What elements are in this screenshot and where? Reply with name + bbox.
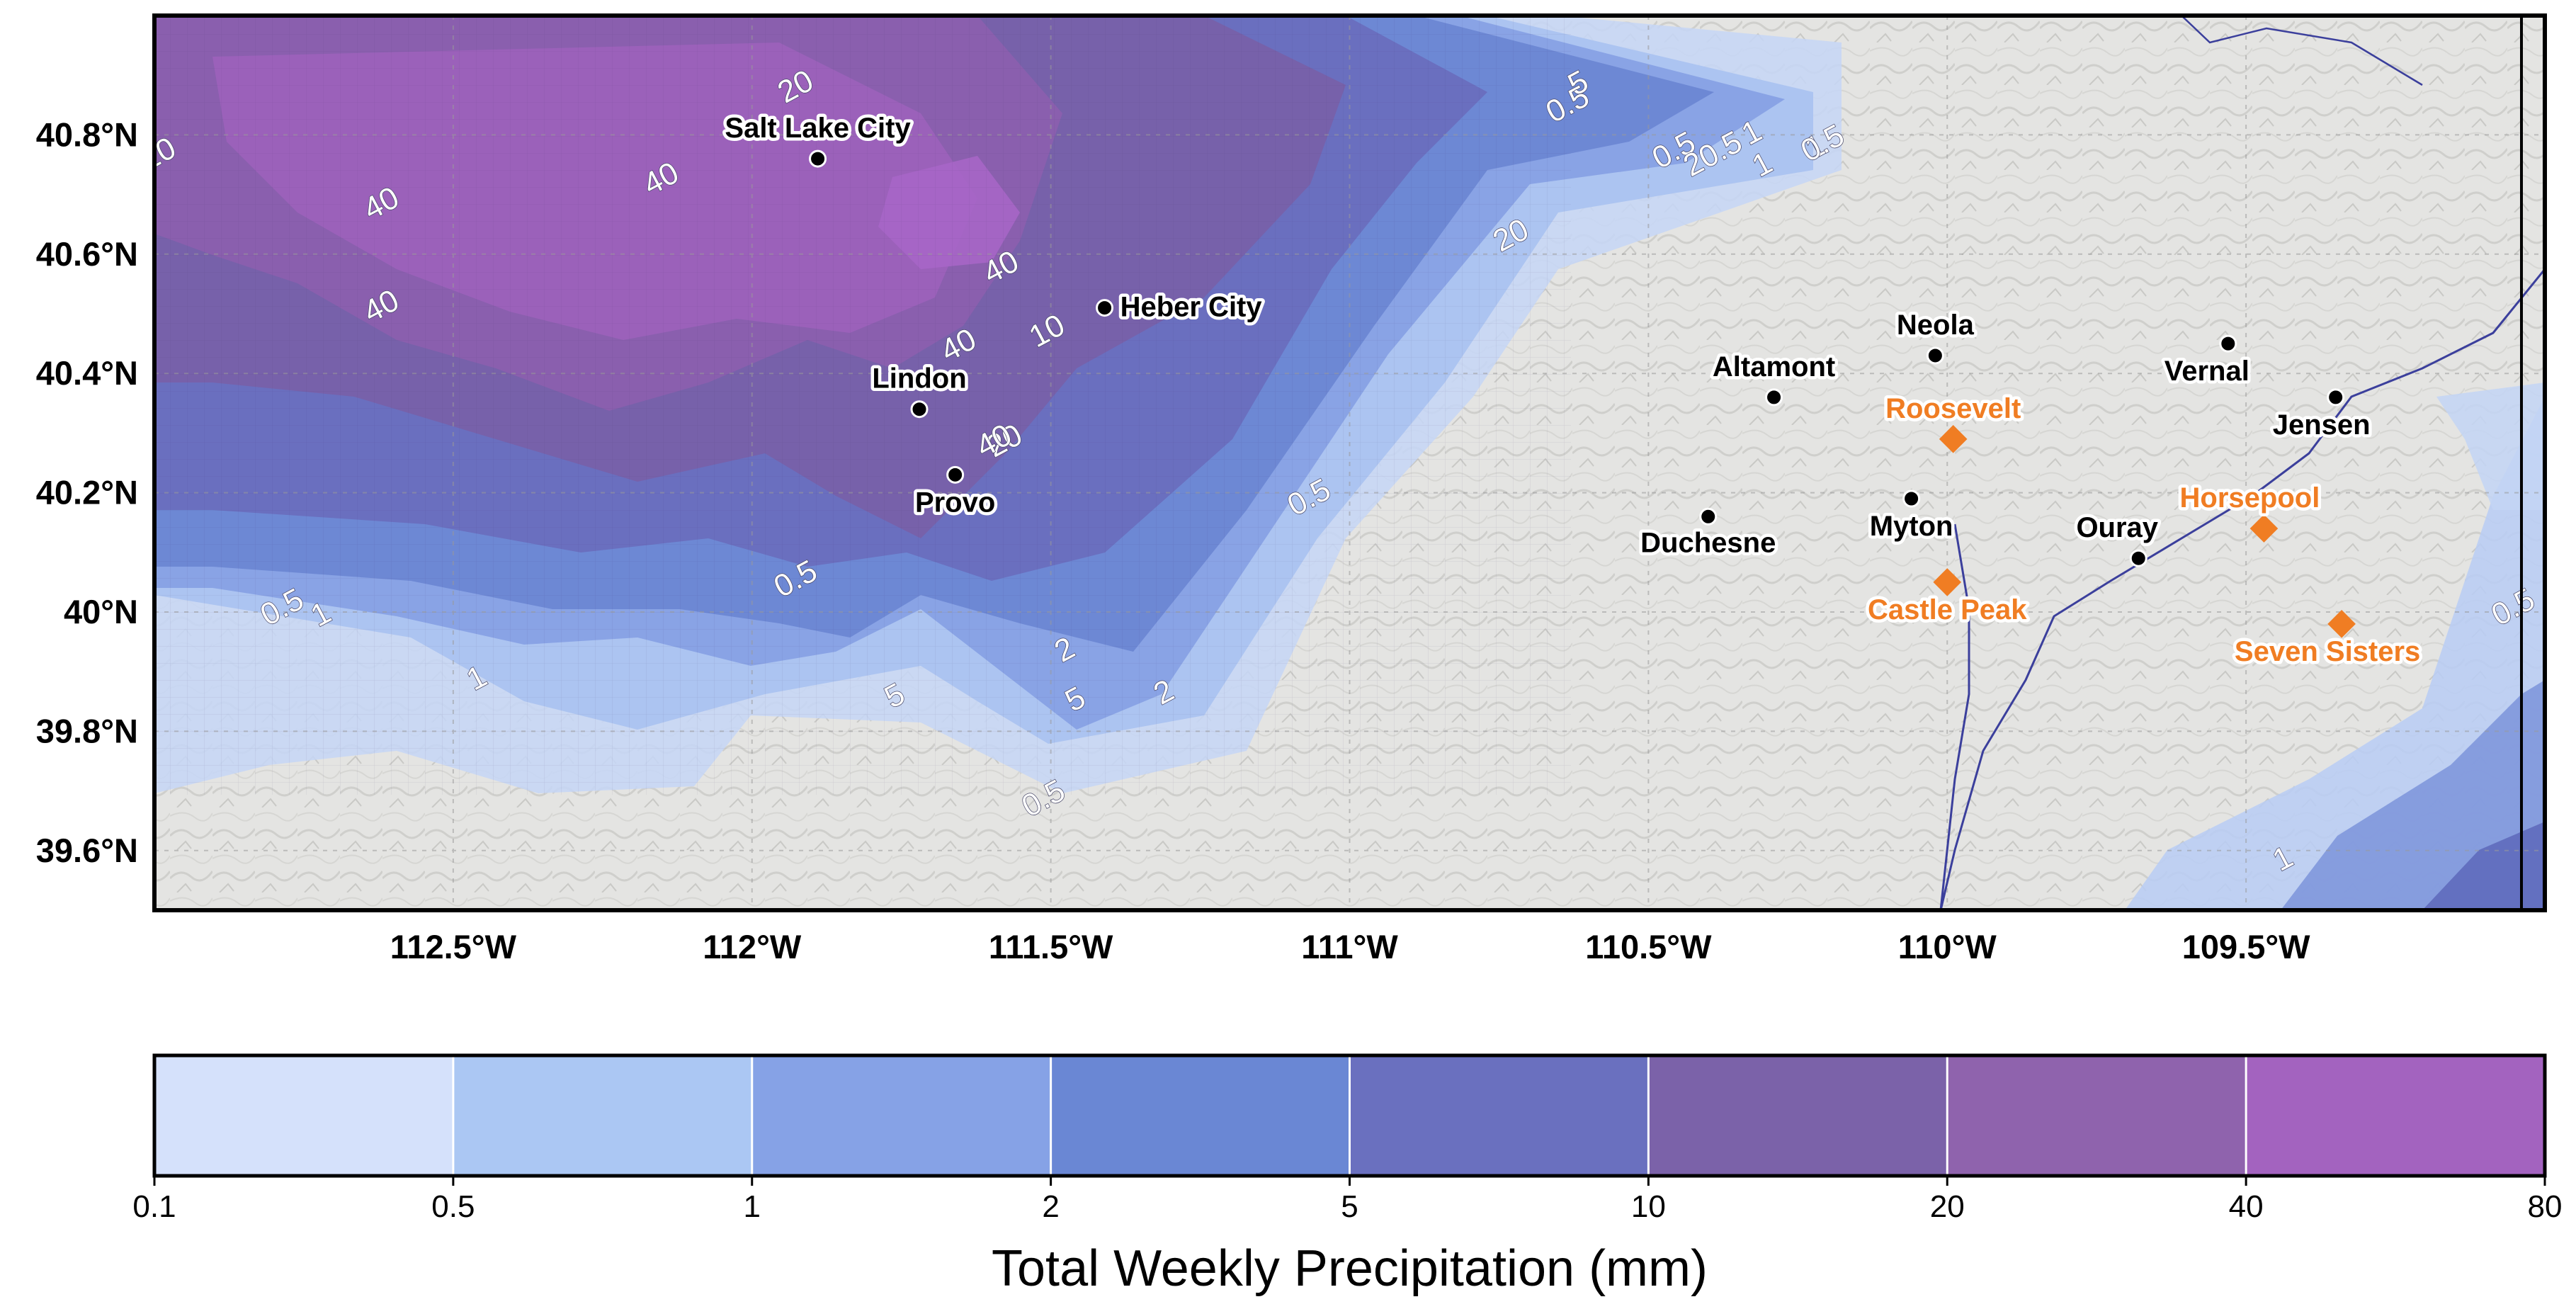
latitude-tick-label: 39.6°N [36, 832, 138, 869]
longitude-tick-label: 111°W [1301, 928, 1398, 965]
colorbar: 0.1 0.5 1 2 5 10 20 40 80 Total Weekly Precipitat… [132, 1053, 2563, 1297]
latitude-tick-label: 40.8°N [36, 115, 138, 153]
city-marker [1902, 489, 1921, 508]
city-label: Vernal [2164, 356, 2249, 387]
city-label: Provo [915, 487, 995, 518]
city-marker [1096, 299, 1114, 317]
city-label: Heber City [1120, 292, 1263, 323]
city-label: Duchesne [1640, 527, 1776, 558]
colorbar-tick-label: 0.1 [132, 1189, 176, 1224]
city-label: Neola [1897, 310, 1975, 341]
colorbar-segment [154, 1055, 453, 1176]
longitude-tick-label: 111.5°W [989, 928, 1113, 965]
longitude-tick-label: 112°W [703, 928, 802, 965]
city-label: Myton [1870, 511, 1953, 542]
longitude-tick-label: 110°W [1898, 928, 1997, 965]
colorbar-tick-label: 40 [2229, 1189, 2264, 1224]
colorbar-segment [1349, 1055, 1649, 1176]
colorbar-tick-label: 1 [744, 1189, 761, 1224]
river-line-2 [1939, 523, 1970, 910]
latitude-tick-label: 39.8°N [36, 712, 138, 749]
city-marker [809, 149, 827, 168]
colorbar-segment [1648, 1055, 1948, 1176]
monitoring-site-label: Castle Peak [1868, 594, 2027, 625]
monitoring-site-marker [2327, 610, 2356, 638]
marker-layer: Salt Lake City Heber City Lindon Provo Neola… [722, 110, 2424, 671]
colorbar-segment [453, 1055, 752, 1176]
grid-hatch-overlay [154, 16, 1571, 795]
city-marker [910, 400, 929, 419]
colorbar-tick-label: 80 [2528, 1189, 2563, 1224]
city-label: Lindon [872, 363, 966, 395]
latitude-tick-label: 40°N [64, 593, 138, 630]
monitoring-site-label: Horsepool [2180, 482, 2320, 514]
map-gridlines [154, 16, 2545, 910]
city-label: Salt Lake City [725, 113, 911, 144]
city-marker [2327, 388, 2345, 407]
colorbar-tick-label: 10 [1631, 1189, 1666, 1224]
city-marker [1926, 346, 1944, 365]
monitoring-site-marker [2249, 514, 2279, 543]
colorbar-tick-label: 2 [1042, 1189, 1059, 1224]
longitude-axis: 112.5°W 112°W 111.5°W 111°W 110.5°W 110°W 109.… [390, 928, 2310, 965]
river-line [1939, 268, 2545, 910]
precip-band-se-5 [2422, 822, 2545, 910]
colorbar-segment [1947, 1055, 2247, 1176]
colorbar-tick-label: 20 [1930, 1189, 1965, 1224]
latitude-tick-label: 40.2°N [36, 474, 138, 511]
colorbar-tick-label: 5 [1341, 1189, 1358, 1224]
city-marker [2219, 334, 2237, 353]
colorbar-segment [1050, 1055, 1350, 1176]
city-marker [2129, 549, 2147, 567]
monitoring-site-marker [1933, 568, 1962, 596]
longitude-tick-label: 112.5°W [390, 928, 517, 965]
colorbar-title: Total Weekly Precipitation (mm) [992, 1240, 1708, 1297]
longitude-tick-label: 109.5°W [2182, 928, 2310, 965]
river-line-3 [2181, 16, 2423, 86]
city-label: Ouray [2076, 512, 2158, 543]
map-frame [152, 13, 2547, 912]
latitude-tick-label: 40.6°N [36, 235, 138, 273]
city-label: Jensen [2273, 409, 2371, 441]
colorbar-segment [751, 1055, 1051, 1176]
monitoring-site-label: Roosevelt [1885, 393, 2021, 424]
colorbar-tick-label: 0.5 [431, 1189, 475, 1224]
monitoring-site-label: Seven Sisters [2235, 636, 2420, 667]
latitude-tick-label: 40.4°N [36, 354, 138, 392]
city-marker [1699, 507, 1718, 526]
latitude-axis: 40.8°N 40.6°N 40.4°N 40.2°N 40°N 39.8°N 39.6°N [36, 115, 138, 868]
city-label: Altamont [1713, 351, 1835, 382]
monitoring-site-marker [1939, 425, 1968, 453]
precip-band-east-edge [2436, 382, 2545, 510]
colorbar-segment [2246, 1055, 2545, 1176]
city-marker [1765, 388, 1783, 407]
city-marker [946, 465, 965, 484]
longitude-tick-label: 110.5°W [1585, 928, 1712, 965]
